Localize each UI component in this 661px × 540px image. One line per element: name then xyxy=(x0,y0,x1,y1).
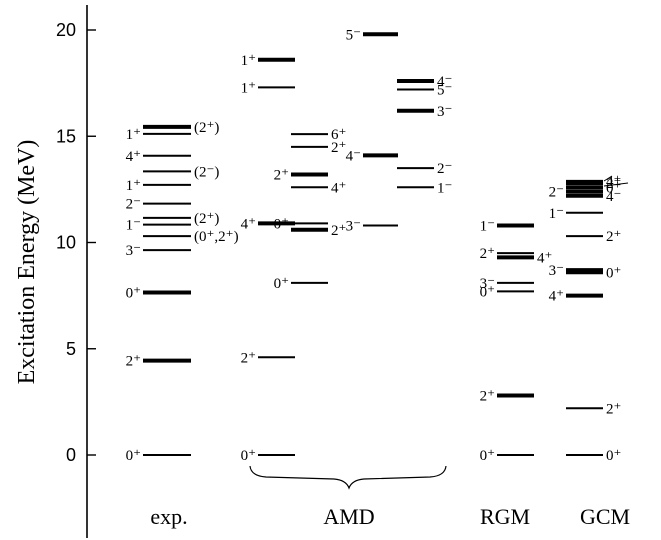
level-label: 3⁻ xyxy=(480,276,495,292)
level-label: 1⁺ xyxy=(241,80,256,96)
level-label: 2⁺ xyxy=(480,389,495,405)
level-label: 1⁺ xyxy=(126,178,141,194)
group-labels: exp. AMD RGM GCM xyxy=(150,465,630,529)
level-label: 1⁻ xyxy=(126,218,141,234)
level-label: 2⁺ xyxy=(274,168,289,184)
level-label: 3⁻ xyxy=(126,243,141,259)
level-label: 4⁺ xyxy=(331,180,346,196)
label-arrow xyxy=(603,175,613,182)
amd-brace xyxy=(249,465,447,490)
level-label: 0⁺ xyxy=(241,448,256,464)
level-label: 4⁻ xyxy=(346,148,361,164)
level-label: (2⁺) xyxy=(194,120,219,136)
level-label: 2⁻ xyxy=(549,185,564,201)
level-label: 4⁻ xyxy=(437,74,452,90)
level-label: 2⁻ xyxy=(437,161,452,177)
level-label: 2⁻ xyxy=(126,197,141,213)
level-label: 2⁺ xyxy=(126,354,141,370)
level-label: 3⁻ xyxy=(346,219,361,235)
level-label: 1⁺ xyxy=(241,53,256,69)
level-label: 2⁺ xyxy=(606,401,621,417)
level-label: 0⁺ xyxy=(126,285,141,301)
level-label: (2⁻) xyxy=(194,164,219,180)
level-label: 5⁻ xyxy=(346,27,361,43)
level-label: 2⁺ xyxy=(606,229,621,245)
level-label: 1⁻ xyxy=(480,219,495,235)
y-tick-label: 20 xyxy=(56,20,76,40)
level-label: 1⁻ xyxy=(549,206,564,222)
level-label: 4⁻ xyxy=(606,189,621,205)
level-label: 0⁺ xyxy=(126,448,141,464)
level-label: 4⁺ xyxy=(241,216,256,232)
group-label-exp: exp. xyxy=(150,504,187,529)
level-label: 0⁺ xyxy=(480,284,495,300)
level-label: 0⁺ xyxy=(480,448,495,464)
level-label: 3⁻ xyxy=(549,263,564,279)
level-label: 2⁺ xyxy=(480,246,495,262)
level-label: 2⁺ xyxy=(331,140,346,156)
level-label: 3⁻ xyxy=(437,104,452,120)
level-label: 4⁺ xyxy=(537,250,552,266)
level-label: 2⁺ xyxy=(241,350,256,366)
level-label: 0⁺ xyxy=(274,276,289,292)
levels xyxy=(143,32,603,456)
level-label: 6⁺ xyxy=(331,127,346,143)
level-label: 0⁺ xyxy=(274,216,289,232)
label-arrow xyxy=(603,182,629,187)
level-label: 4⁺ xyxy=(126,149,141,165)
y-tick-label: 15 xyxy=(56,126,76,146)
y-tick-label: 5 xyxy=(66,339,76,359)
group-label-rgm: RGM xyxy=(480,504,530,529)
y-tick-label: 10 xyxy=(56,233,76,253)
level-label: (2⁺) xyxy=(194,211,219,227)
level-label: 4⁺ xyxy=(549,289,564,305)
group-label-amd: AMD xyxy=(323,504,374,529)
level-label: 4⁺ xyxy=(606,174,621,190)
level-label: 1⁺ xyxy=(126,127,141,143)
level-labels: 0⁺2⁺0⁺3⁻(0⁺,2⁺)1⁻ (2⁺)2⁻1⁺(2⁻)4⁺1⁺ (2⁺)0⁺2… xyxy=(126,27,629,464)
level-label: 0⁺ xyxy=(606,265,621,281)
y-axis-label: Excitation Energy (MeV) xyxy=(14,140,40,385)
level-label: 2⁺ xyxy=(606,176,621,192)
level-label: 0⁺ xyxy=(606,448,621,464)
level-label: 5⁻ xyxy=(437,83,452,99)
y-axis: 0 5 10 15 20 xyxy=(56,5,96,538)
group-label-gcm: GCM xyxy=(580,504,630,529)
level-label: (0⁺,2⁺) xyxy=(194,229,239,245)
level-label: 1⁻ xyxy=(437,180,452,196)
level-label: 2⁺ xyxy=(331,223,346,239)
y-tick-label: 0 xyxy=(66,445,76,465)
